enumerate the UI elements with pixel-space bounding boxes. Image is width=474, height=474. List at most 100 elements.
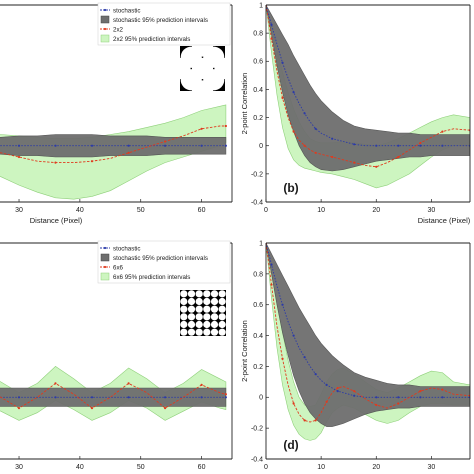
pattern-disk [180,320,188,329]
data-point-stochastic [164,396,167,399]
y-tick-label: 0.2 [253,364,263,371]
legend-entry-label: 6x6 [113,264,124,271]
y-tick-label: 0 [259,395,263,402]
pattern-disk [187,297,196,306]
data-point-pattern [303,144,306,147]
y-tick-label: 0.6 [253,59,263,66]
data-point-pattern [164,140,167,143]
legend-entry-label: stochastic 95% prediction intervals [113,17,208,24]
y-axis-label: 2-point Correlation [240,320,249,382]
data-point-stochastic [419,396,422,399]
data-point-stochastic [292,91,295,94]
y-tick-label: 0.8 [253,271,263,278]
data-point-stochastic [90,144,94,147]
data-point-stochastic [224,396,227,399]
data-point-stochastic [164,144,167,147]
pattern-disk [180,305,188,313]
data-point-pattern [325,400,328,403]
x-tick-label: 50 [137,207,145,214]
legend-entry-label: stochastic 95% prediction intervals [113,255,208,262]
pattern-disk [187,328,196,336]
pattern-disk [203,313,211,321]
data-point-pattern [17,407,21,410]
data-point-stochastic [200,396,203,399]
y-axis-label: 2-point Correlation [240,73,249,135]
y-tick-label: 1 [259,2,263,9]
data-point-stochastic [314,373,317,376]
y-tick-label: -0.2 [251,426,263,433]
data-point-pattern [419,141,422,144]
data-point-pattern [303,419,306,422]
data-point-pattern [281,357,284,360]
pattern-disk [191,57,214,80]
pattern-thumbnail-2x2 [180,46,225,91]
data-point-pattern [281,96,284,99]
pattern-disk [210,290,219,298]
data-point-pattern [17,155,21,159]
data-point-stochastic [375,396,378,399]
x-tick-label: 40 [76,464,84,471]
data-point-stochastic [281,303,284,306]
data-point-stochastic [441,144,444,147]
y-tick-label: 0.6 [253,302,263,309]
x-tick-label: 40 [76,207,84,214]
pattern-disk [203,305,211,313]
data-point-stochastic [270,263,273,266]
pattern-disk [210,305,219,313]
pattern-disk [195,328,203,336]
x-tick-label: 50 [137,464,145,471]
pattern-cells [180,46,225,91]
pattern-disk [218,305,226,313]
pattern-disk [195,320,203,329]
data-point-pattern [127,382,130,385]
pattern-disk [203,290,211,298]
y-tick-label: 0.2 [253,115,263,122]
x-tick-label: 30 [428,464,436,471]
data-point-pattern [353,390,356,393]
data-point-stochastic [441,396,444,399]
data-point-stochastic [375,144,378,147]
data-point-pattern [54,382,57,385]
pattern-disk [195,290,203,298]
pattern-disk [214,57,225,80]
plot-area [266,243,470,441]
legend-swatch-band [100,253,110,262]
legend: stochastic stochastic 95% prediction inte… [97,240,231,284]
data-point-pattern [224,393,227,396]
data-point-stochastic [224,144,227,147]
pattern-disk [218,328,226,336]
pattern-thumbnail-6x6 [180,290,226,336]
panel-b: 0 10 20 30 1 0.8 0.6 0.4 0.2 0 -0.2 -0.4 Distance (P… [240,2,471,225]
data-point-pattern [200,383,203,386]
pattern-disk [180,290,188,298]
data-point-pattern [164,407,167,410]
pattern-disk [203,328,211,336]
data-point-stochastic [127,396,130,399]
pattern-background [180,290,226,336]
data-point-pattern [200,127,203,130]
legend-swatch-band [100,15,110,24]
pattern-disk [195,297,203,306]
pattern-disk [195,313,203,321]
y-tick-label: 1 [259,240,263,247]
x-tick-label: 20 [372,207,380,214]
pattern-disk [210,328,219,336]
data-point-stochastic [353,394,356,397]
data-point-stochastic [397,396,400,399]
y-tick-label: 0.4 [253,333,263,340]
legend-swatch-marker [103,265,107,269]
data-point-pattern [314,151,317,154]
data-point-stochastic [200,144,203,147]
data-point-stochastic [303,112,306,115]
plot-area [266,5,470,189]
data-point-stochastic [90,396,94,399]
x-tick-label: 0 [264,207,268,214]
data-point-pattern [353,161,356,164]
x-axis-label: Distance (Pixel) [418,216,471,225]
legend-entry-label: stochastic [113,245,141,252]
y-tick-label: 0.4 [253,87,263,94]
data-point-stochastic [353,143,356,146]
